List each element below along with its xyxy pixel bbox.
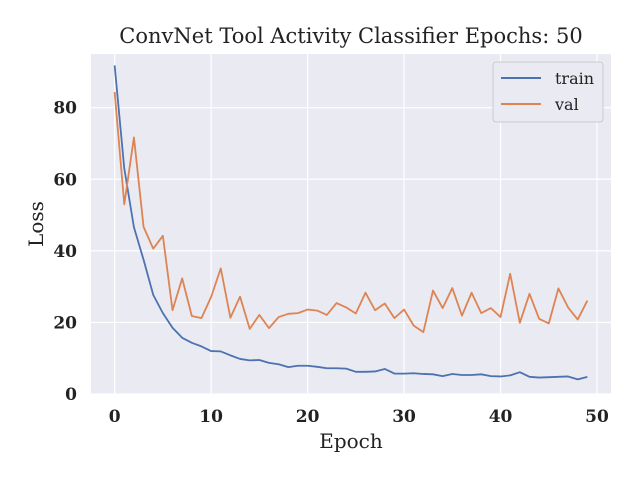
x-tick-label: 30 [392,407,416,427]
y-tick-label: 60 [53,170,77,190]
y-tick-label: 20 [53,313,77,333]
x-axis-label: Epoch [319,429,383,453]
legend-train-label: train [555,69,594,88]
y-tick-labels: 0 20 40 60 80 [53,99,77,405]
series-lines [113,65,589,381]
x-tick-label: 0 [109,407,121,427]
y-tick-label: 0 [65,385,77,405]
x-tick-label: 10 [199,407,223,427]
x-tick-label: 20 [296,407,320,427]
x-tick-labels: 0 10 20 30 40 50 [109,407,609,427]
y-axis-label: Loss [24,201,48,247]
legend-val-label: val [554,95,579,114]
legend: train val [492,61,604,123]
x-tick-label: 40 [489,407,513,427]
x-tick-label: 50 [585,407,609,427]
train-line [113,65,588,381]
y-tick-label: 40 [53,242,77,262]
val-line [113,91,589,333]
y-tick-label: 80 [53,99,77,119]
chart-title: ConvNet Tool Activity Classifier Epochs:… [119,24,582,48]
